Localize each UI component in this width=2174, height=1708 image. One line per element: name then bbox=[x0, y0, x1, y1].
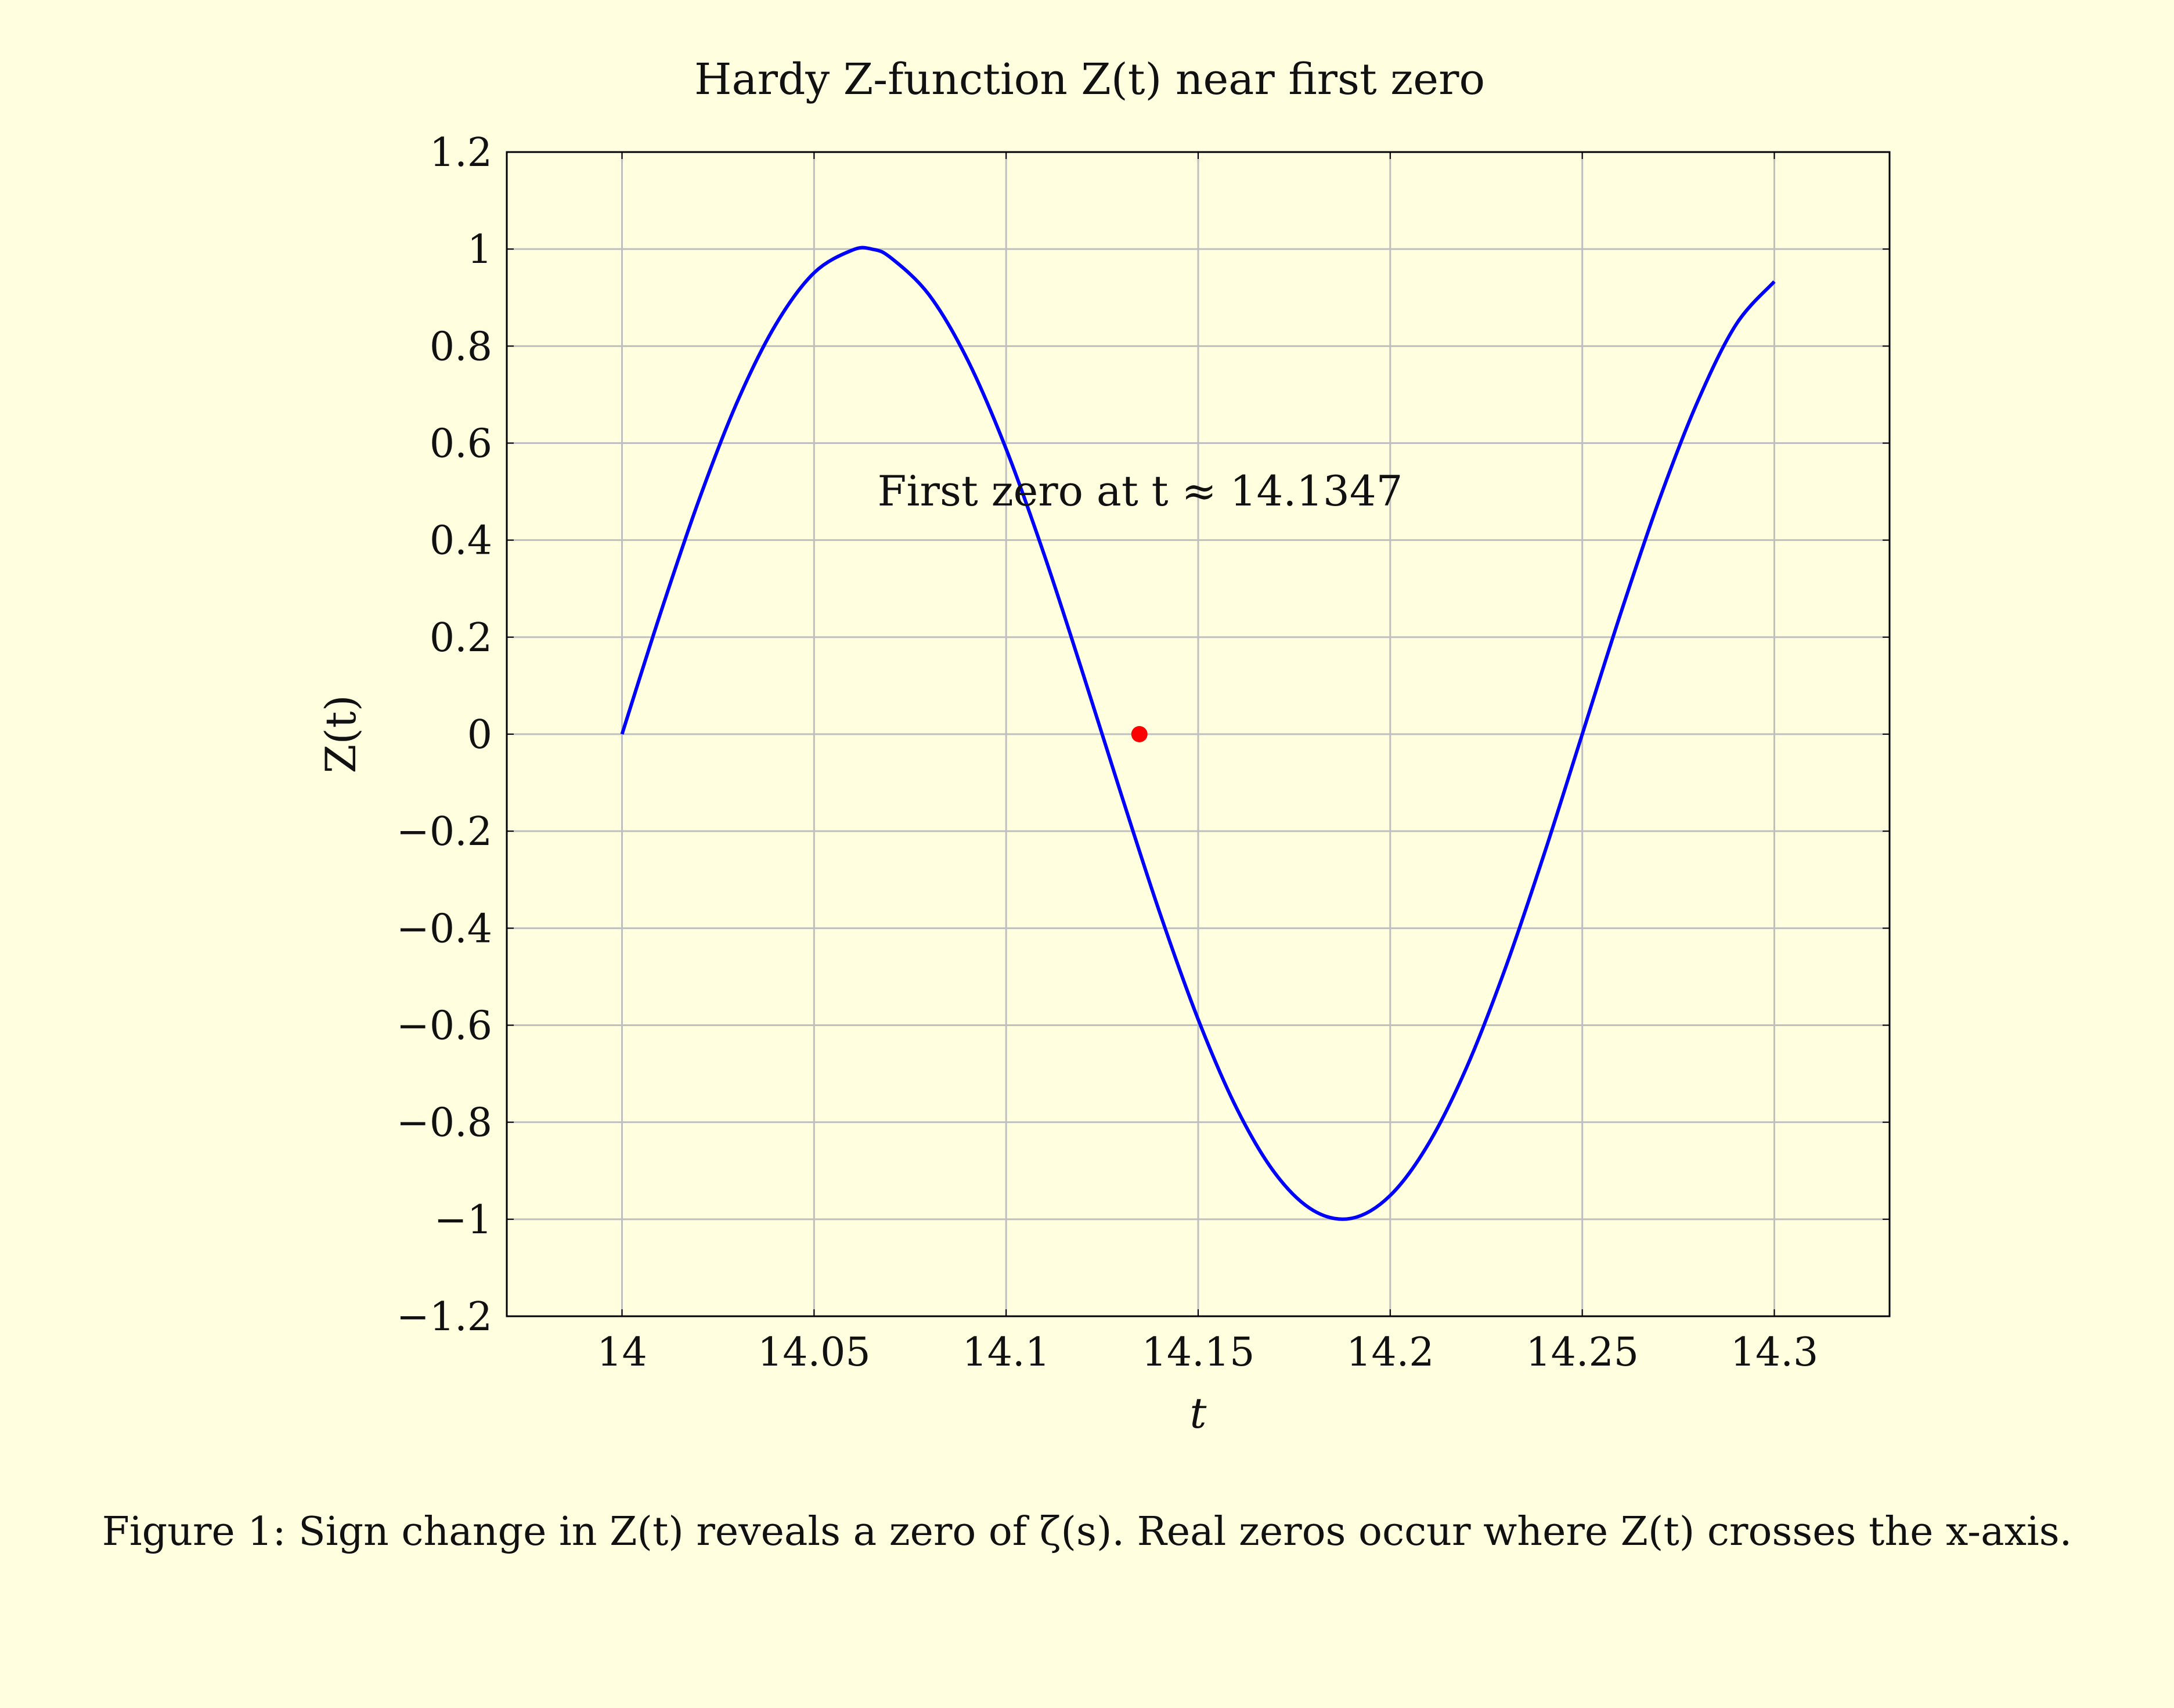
y-tick-label: 0.2 bbox=[430, 615, 492, 661]
y-tick-label: −0.8 bbox=[396, 1100, 492, 1146]
x-tick-label: 14.3 bbox=[1730, 1330, 1818, 1375]
y-tick-label: −1.2 bbox=[396, 1294, 492, 1340]
y-tick-label: −0.2 bbox=[396, 809, 492, 855]
y-tick-label: −0.6 bbox=[396, 1003, 492, 1049]
x-tick-label: 14.15 bbox=[1142, 1330, 1255, 1375]
series-layer bbox=[620, 245, 1776, 1221]
chart-title: Hardy Z-function Z(t) near first zero bbox=[694, 55, 1485, 104]
y-tick-label: 0.6 bbox=[430, 421, 492, 467]
x-tick-label: 14.1 bbox=[962, 1330, 1050, 1375]
y-axis-label: Z(t) bbox=[316, 695, 365, 773]
grid-lines bbox=[507, 151, 1890, 1317]
y-tick-label: 0 bbox=[467, 712, 492, 758]
plot-frame bbox=[506, 151, 1891, 1317]
y-tick-label: −0.4 bbox=[396, 906, 492, 952]
figure-caption: Figure 1: Sign change in Z(t) reveals a … bbox=[102, 1509, 2072, 1555]
z-function-line bbox=[620, 245, 1776, 1221]
x-axis-label: t bbox=[1190, 1389, 1207, 1438]
x-tick-label: 14.2 bbox=[1346, 1330, 1434, 1375]
y-tick-label: 0.4 bbox=[430, 518, 492, 564]
y-tick-label: 0.8 bbox=[430, 324, 492, 370]
y-tick-label: −1 bbox=[434, 1197, 492, 1243]
x-tick-label: 14.05 bbox=[758, 1330, 871, 1375]
axis-ticks: 14 14.05 14.1 14.15 14.2 14.25 14.3 1.2 1 0.8 0.6 0… bbox=[396, 130, 1890, 1375]
x-tick-label: 14 bbox=[597, 1330, 647, 1375]
y-tick-label: 1 bbox=[467, 227, 492, 273]
x-tick-label: 14.25 bbox=[1526, 1330, 1639, 1375]
first-zero-marker bbox=[1131, 726, 1148, 742]
zero-annotation: First zero at t ≈ 14.1347 bbox=[878, 467, 1403, 515]
y-tick-label: 1.2 bbox=[430, 130, 492, 176]
